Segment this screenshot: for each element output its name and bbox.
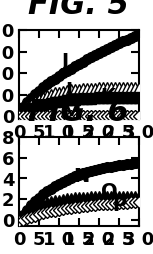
Title: FIG. 6: FIG. 6 xyxy=(28,98,129,126)
Text: M: M xyxy=(61,104,80,123)
Text: P: P xyxy=(112,196,126,215)
Text: N: N xyxy=(73,167,89,186)
Text: K: K xyxy=(100,87,115,106)
X-axis label: Time (hr): Time (hr) xyxy=(21,148,136,168)
Text: J: J xyxy=(61,52,68,71)
Title: FIG. 5: FIG. 5 xyxy=(28,0,129,20)
Text: O: O xyxy=(100,182,117,201)
Text: L: L xyxy=(65,81,77,100)
